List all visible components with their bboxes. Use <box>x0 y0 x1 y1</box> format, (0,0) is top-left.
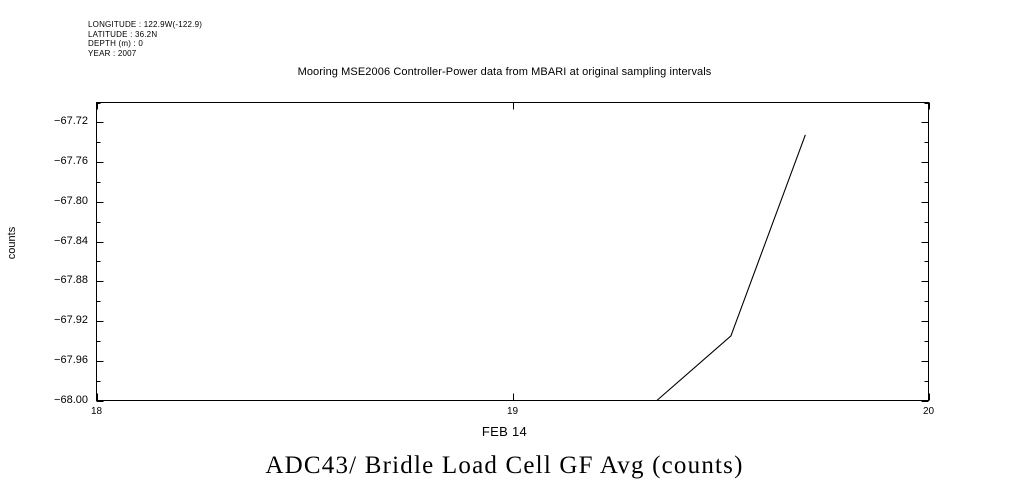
metadata-longitude: LONGITUDE : 122.9W(-122.9) <box>88 20 203 29</box>
plot-frame <box>96 102 929 401</box>
y-tick-label: −67.96 <box>54 353 88 366</box>
metadata-year: YEAR : 2007 <box>88 48 137 58</box>
metadata-depth: DEPTH (m) : 0 <box>88 39 144 48</box>
x-tick-label: 18 <box>90 405 103 417</box>
x-tick-label: 20 <box>922 405 935 417</box>
data-series-line <box>656 134 806 401</box>
y-axis-tick-labels: −67.72 −67.76 −67.80 −67.84 −67.88 −67.92 −67.… <box>0 0 88 504</box>
y-tick-label: −67.92 <box>54 314 88 327</box>
figure-caption: ADC43/ Bridle Load Cell GF Avg (counts) <box>265 452 744 479</box>
y-tick-label: −68.00 <box>54 393 88 406</box>
metadata-block: LONGITUDE : 122.9W(-122.9) LATITUDE : 36… <box>88 20 202 58</box>
y-tick-label: −67.88 <box>54 274 88 287</box>
y-tick-label: −67.84 <box>54 234 88 247</box>
y-tick-label: −67.80 <box>54 194 88 207</box>
y-axis-title: counts <box>6 226 18 260</box>
x-axis-title: FEB 14 <box>481 424 528 439</box>
chart-title: Mooring MSE2006 Controller-Power data fr… <box>297 66 712 78</box>
y-tick-label: −67.72 <box>54 115 88 128</box>
metadata-latitude: LATITUDE : 36.2N <box>88 29 158 39</box>
y-tick-label: −67.76 <box>54 155 88 168</box>
x-tick-label: 19 <box>506 405 519 417</box>
